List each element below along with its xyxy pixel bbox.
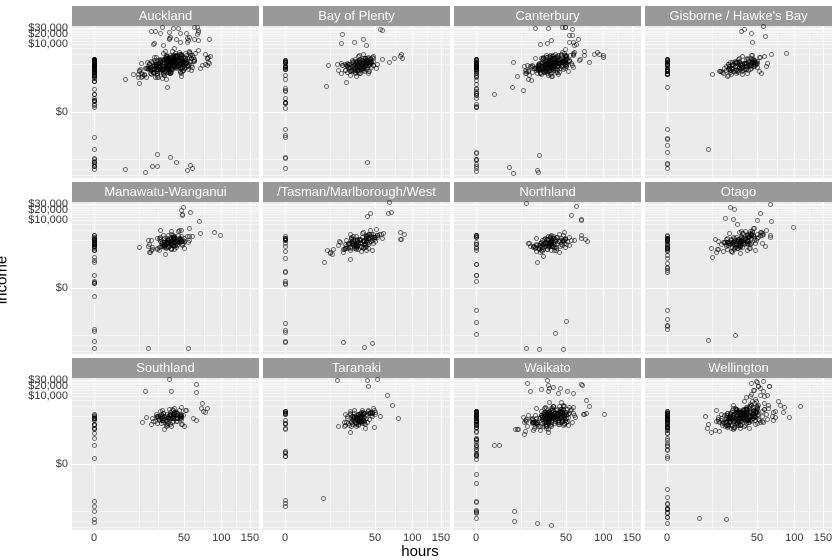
x-tick-label: 0 <box>664 530 670 544</box>
y-tick-label: $0 <box>56 282 72 294</box>
panel-plot <box>263 26 450 178</box>
x-tick-label: 100 <box>212 530 230 544</box>
panel-plot <box>454 202 641 354</box>
panel: Bay of Plenty <box>263 6 450 178</box>
panel: Southland$0$10,000$20,000$30,00005010015… <box>72 358 259 530</box>
panel-strip: Southland <box>72 358 259 378</box>
panel-strip: Canterbury <box>454 6 641 26</box>
y-tick-label: $0 <box>56 458 72 470</box>
x-tick-label: 150 <box>241 530 259 544</box>
panel-strip: Manawatu-Wanganui <box>72 182 259 202</box>
panel-strip: Northland <box>454 182 641 202</box>
panel-grid: Auckland$0$10,000$20,000$30,000Bay of Pl… <box>72 6 832 530</box>
y-tick-label: $30,000 <box>28 198 72 210</box>
x-tick-label: 0 <box>473 530 479 544</box>
x-tick-label: 0 <box>282 530 288 544</box>
panel-plot <box>645 26 832 178</box>
y-tick-label: $0 <box>56 106 72 118</box>
panel-plot: 050100150 <box>454 378 641 530</box>
panel: Northland <box>454 182 641 354</box>
x-tick-label: 50 <box>178 530 190 544</box>
x-tick-label: 100 <box>785 530 803 544</box>
y-tick-label: $10,000 <box>28 38 72 50</box>
panel-plot: $0$10,000$20,000$30,000050100150 <box>72 378 259 530</box>
y-axis-label: income <box>0 256 11 304</box>
panel: Manawatu-Wanganui$0$10,000$20,000$30,000 <box>72 182 259 354</box>
panel-strip: Bay of Plenty <box>263 6 450 26</box>
panel: Otago <box>645 182 832 354</box>
panel: Wellington050100150 <box>645 358 832 530</box>
x-tick-label: 150 <box>814 530 832 544</box>
x-tick-label: 100 <box>594 530 612 544</box>
panel-plot: 050100150 <box>645 378 832 530</box>
x-tick-label: 100 <box>403 530 421 544</box>
x-tick-label: 150 <box>623 530 641 544</box>
y-tick-label: $30,000 <box>28 22 72 34</box>
x-tick-label: 150 <box>432 530 450 544</box>
panel: Gisborne / Hawke's Bay <box>645 6 832 178</box>
panel: Waikato050100150 <box>454 358 641 530</box>
panel-plot <box>263 202 450 354</box>
panel: /Tasman/Marlborough/West <box>263 182 450 354</box>
x-tick-label: 0 <box>91 530 97 544</box>
panel-plot: $0$10,000$20,000$30,000 <box>72 26 259 178</box>
panel: Auckland$0$10,000$20,000$30,000 <box>72 6 259 178</box>
x-tick-label: 50 <box>369 530 381 544</box>
y-tick-label: $10,000 <box>28 214 72 226</box>
panel-strip: /Tasman/Marlborough/West <box>263 182 450 202</box>
x-tick-label: 50 <box>560 530 572 544</box>
facet-grid: income hours Auckland$0$10,000$20,000$30… <box>0 0 840 560</box>
panel-strip: Waikato <box>454 358 641 378</box>
panel: Taranaki050100150 <box>263 358 450 530</box>
y-tick-label: $30,000 <box>28 374 72 386</box>
panel-strip: Gisborne / Hawke's Bay <box>645 6 832 26</box>
panel-strip: Wellington <box>645 358 832 378</box>
panel-plot: $0$10,000$20,000$30,000 <box>72 202 259 354</box>
panel-plot <box>454 26 641 178</box>
panel: Canterbury <box>454 6 641 178</box>
panel-strip: Otago <box>645 182 832 202</box>
y-tick-label: $10,000 <box>28 390 72 402</box>
panel-strip: Auckland <box>72 6 259 26</box>
panel-plot <box>645 202 832 354</box>
panel-plot: 050100150 <box>263 378 450 530</box>
x-tick-label: 50 <box>751 530 763 544</box>
x-axis-label: hours <box>401 543 439 560</box>
panel-strip: Taranaki <box>263 358 450 378</box>
